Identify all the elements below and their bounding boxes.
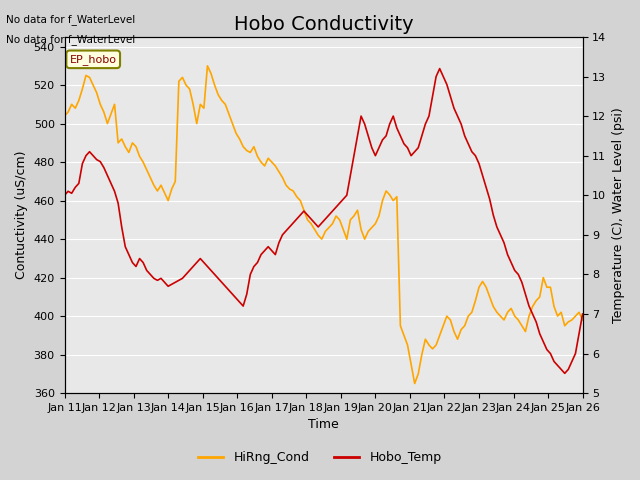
Hobo_Temp	[122, 244, 129, 250]
Y-axis label: Contuctivity (uS/cm): Contuctivity (uS/cm)	[15, 151, 28, 279]
HiRng_Cond	[579, 317, 586, 323]
HiRng_Cond	[325, 225, 333, 230]
Hobo_Temp	[436, 66, 444, 72]
Hobo_Temp	[561, 371, 568, 376]
Text: EP_hobo: EP_hobo	[70, 54, 116, 65]
Hobo_Temp	[321, 216, 329, 222]
HiRng_Cond	[122, 144, 129, 150]
Y-axis label: Temperature (C), Water Level (psi): Temperature (C), Water Level (psi)	[612, 107, 625, 323]
HiRng_Cond	[204, 63, 211, 69]
Hobo_Temp	[61, 192, 68, 198]
HiRng_Cond	[411, 381, 419, 386]
HiRng_Cond	[189, 101, 197, 107]
Text: No data for f_WaterLevel: No data for f_WaterLevel	[6, 34, 136, 45]
Hobo_Temp	[189, 264, 197, 269]
HiRng_Cond	[186, 86, 193, 92]
Line: Hobo_Temp: Hobo_Temp	[65, 69, 582, 373]
Hobo_Temp	[207, 267, 215, 273]
HiRng_Cond	[211, 82, 218, 88]
Hobo_Temp	[579, 311, 586, 317]
HiRng_Cond	[61, 113, 68, 119]
Hobo_Temp	[186, 267, 193, 273]
Hobo_Temp	[364, 133, 372, 139]
Line: HiRng_Cond: HiRng_Cond	[65, 66, 582, 384]
X-axis label: Time: Time	[308, 419, 339, 432]
Legend: HiRng_Cond, Hobo_Temp: HiRng_Cond, Hobo_Temp	[193, 446, 447, 469]
HiRng_Cond	[368, 225, 376, 230]
Title: Hobo Conductivity: Hobo Conductivity	[234, 15, 413, 34]
Text: No data for f_WaterLevel: No data for f_WaterLevel	[6, 14, 136, 25]
